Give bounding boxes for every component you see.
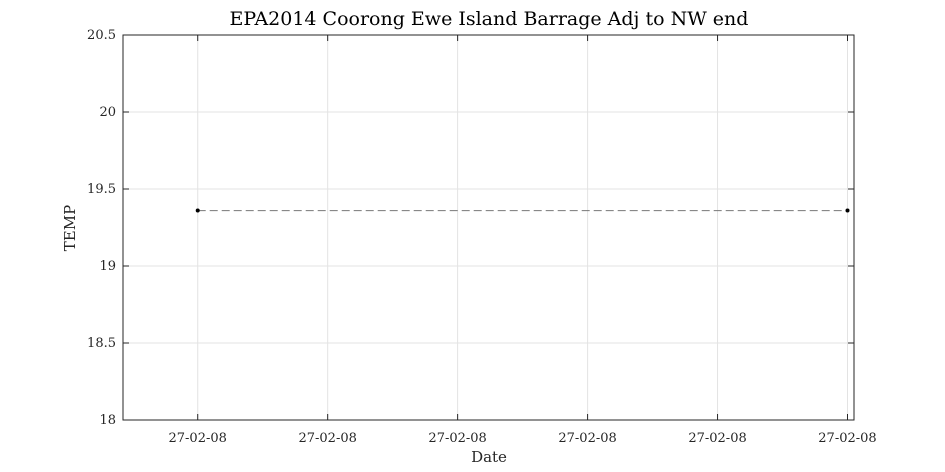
- y-tick-label: 18.5: [87, 336, 116, 351]
- x-tick-label: 27-02-08: [558, 431, 616, 446]
- plot-frame: [122, 34, 855, 421]
- y-tick-label: 19.5: [87, 182, 116, 197]
- grid-lines: [123, 34, 854, 421]
- data-point: [195, 208, 200, 213]
- y-tick-label: 20: [99, 105, 116, 120]
- x-tick-label: 27-02-08: [169, 431, 227, 446]
- y-axis-label: TEMP: [61, 205, 79, 251]
- x-tick-label: 27-02-08: [298, 431, 356, 446]
- axis-ticks: 18 18.5 19 19.5 20 20.5 27-02-08 27-02-08 27-02-…: [87, 28, 877, 446]
- series-layer: [195, 208, 850, 213]
- x-axis-label: Date: [471, 448, 507, 466]
- data-point: [845, 208, 850, 213]
- x-tick-label: 27-02-08: [688, 431, 746, 446]
- x-tick-label: 27-02-08: [428, 431, 486, 446]
- y-tick-label: 18: [99, 413, 116, 428]
- x-tick-label: 27-02-08: [818, 431, 876, 446]
- y-tick-label: 19: [99, 259, 116, 274]
- chart-title: EPA2014 Coorong Ewe Island Barrage Adj t…: [230, 8, 749, 30]
- y-tick-label: 20.5: [87, 28, 116, 43]
